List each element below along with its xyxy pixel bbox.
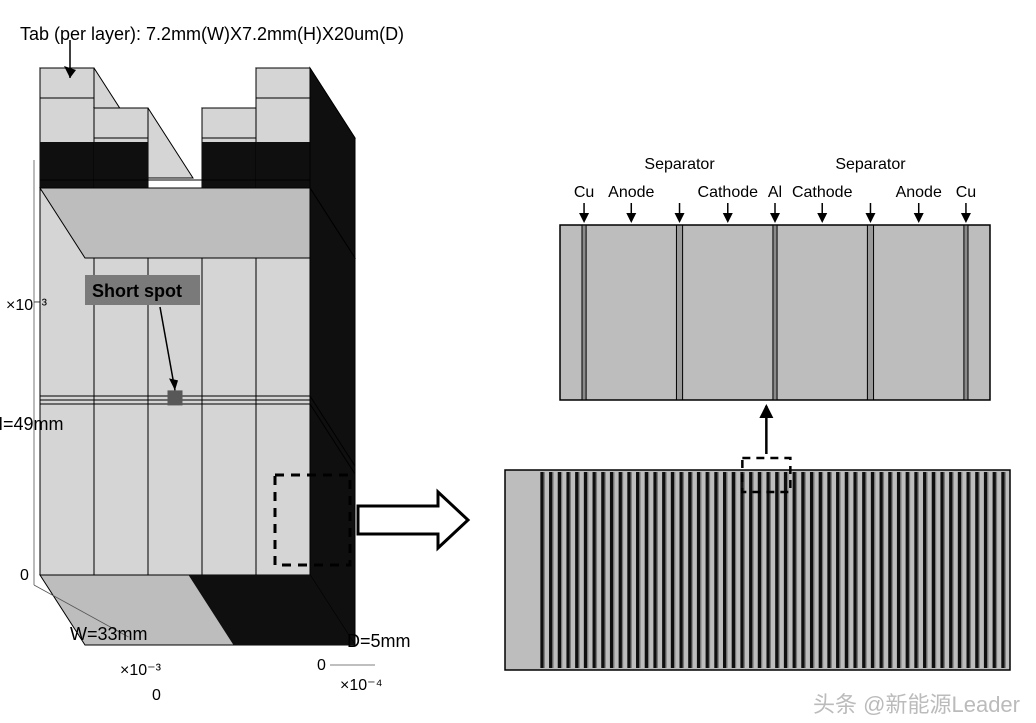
svg-text:×10⁻³: ×10⁻³ xyxy=(120,662,162,679)
svg-text:W=33mm: W=33mm xyxy=(70,624,148,644)
striped-cross-section xyxy=(505,404,1010,670)
svg-text:D=5mm: D=5mm xyxy=(347,631,411,651)
svg-text:×10⁻³: ×10⁻³ xyxy=(6,297,48,314)
short-spot xyxy=(168,390,183,405)
watermark: 头条 @新能源Leader xyxy=(813,692,1020,717)
svg-text:Tab (per layer): 7.2mm(W)X7.2m: Tab (per layer): 7.2mm(W)X7.2mm(H)X20um(… xyxy=(20,24,404,44)
svg-text:Cathode: Cathode xyxy=(698,184,759,201)
svg-text:Anode: Anode xyxy=(896,184,942,201)
svg-text:Separator: Separator xyxy=(644,156,715,173)
short-spot-label: Short spot xyxy=(85,275,200,305)
svg-text:Cu: Cu xyxy=(574,184,594,201)
svg-text:0: 0 xyxy=(152,687,161,704)
svg-text:Short spot: Short spot xyxy=(92,281,182,301)
svg-text:×10⁻⁴: ×10⁻⁴ xyxy=(340,677,383,694)
svg-text:Anode: Anode xyxy=(608,184,654,201)
svg-text:0: 0 xyxy=(20,567,29,584)
svg-text:H=49mm: H=49mm xyxy=(0,414,64,434)
svg-text:0: 0 xyxy=(317,657,326,674)
svg-text:Separator: Separator xyxy=(835,156,906,173)
svg-text:Cathode: Cathode xyxy=(792,184,853,201)
svg-text:Al: Al xyxy=(768,184,782,201)
layer-detail: Cu Anode Separator Cathode Al Cathode Separato… xyxy=(560,156,990,400)
svg-text:Cu: Cu xyxy=(956,184,976,201)
